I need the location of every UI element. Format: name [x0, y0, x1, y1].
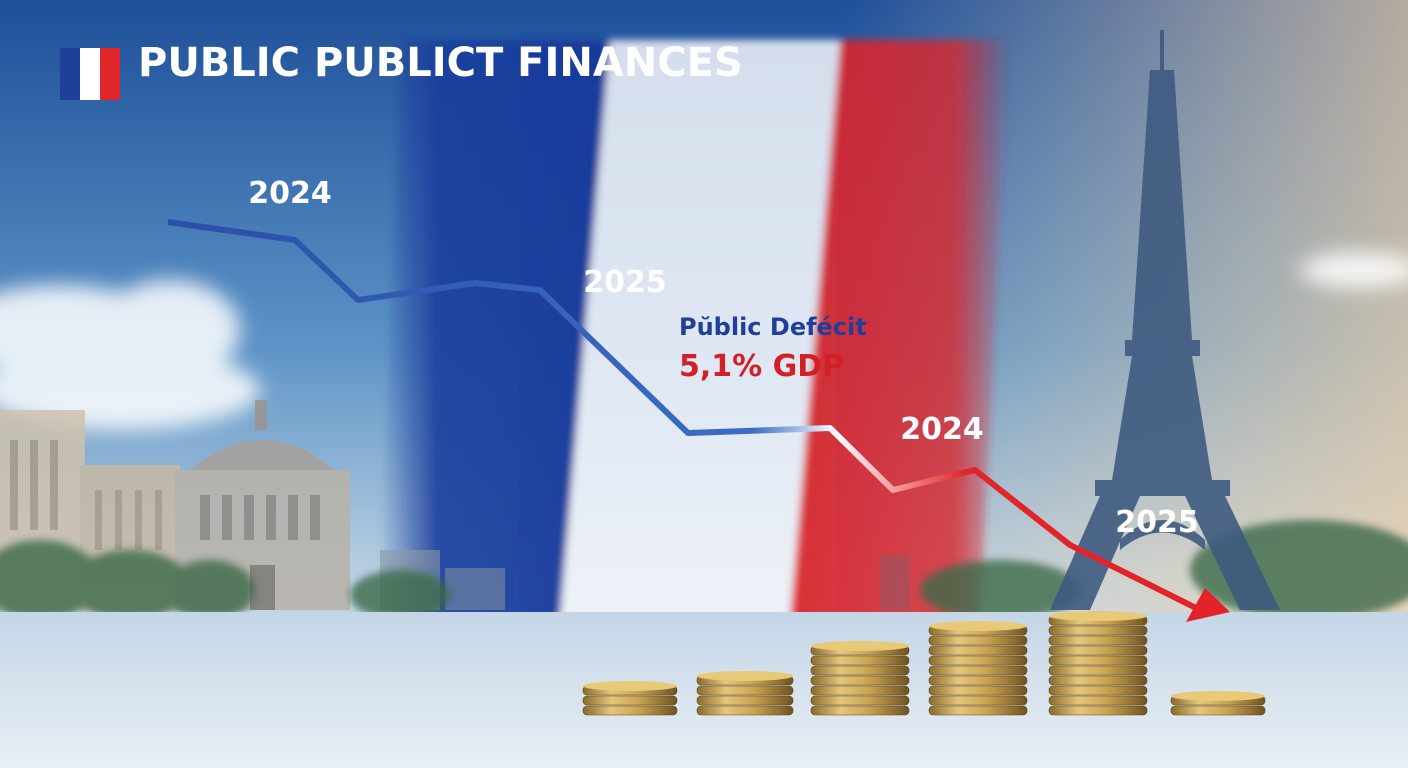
coin [928, 675, 1028, 686]
trend-line [167, 219, 1202, 613]
coin [1048, 685, 1148, 696]
coin [1048, 665, 1148, 676]
callout-title: Pŭblic Defécit [679, 313, 867, 341]
coin-top [1171, 691, 1265, 701]
coin [928, 685, 1028, 696]
coin-top [929, 621, 1027, 631]
coin [696, 695, 794, 706]
coin [1048, 675, 1148, 686]
coin [1048, 655, 1148, 666]
coin [1048, 625, 1148, 636]
year-label: 2024 [248, 176, 332, 211]
coin [582, 695, 678, 706]
coin-stacks [582, 611, 1266, 716]
year-label: 2024 [900, 412, 984, 447]
coin-top [697, 671, 793, 681]
coin [1170, 705, 1266, 716]
clouds [0, 252, 1408, 430]
coin [1048, 705, 1148, 716]
coin [928, 655, 1028, 666]
coin [928, 695, 1028, 706]
coin-top [583, 681, 677, 691]
coin [810, 675, 910, 686]
coin [696, 685, 794, 696]
coin [928, 645, 1028, 656]
coin [1048, 695, 1148, 706]
coin [928, 635, 1028, 646]
year-label: 2025 [1115, 505, 1199, 540]
coin [810, 705, 910, 716]
year-label: 2025 [583, 265, 667, 300]
coin [928, 665, 1028, 676]
coin [928, 705, 1028, 716]
coin [582, 705, 678, 716]
coin-top [1049, 611, 1147, 621]
coin [696, 705, 794, 716]
flag-icon [60, 48, 120, 100]
callout-value: 5,1% GDP [679, 349, 844, 384]
title: PUBLIC PUBLICT FINANCES [138, 40, 743, 86]
trend-arrow [1186, 588, 1230, 622]
coin-top [811, 641, 909, 651]
coin [810, 665, 910, 676]
coin [1048, 645, 1148, 656]
eiffel-tower [1050, 30, 1280, 610]
coin [810, 685, 910, 696]
coin [1048, 635, 1148, 646]
coin [810, 655, 910, 666]
coin [810, 695, 910, 706]
